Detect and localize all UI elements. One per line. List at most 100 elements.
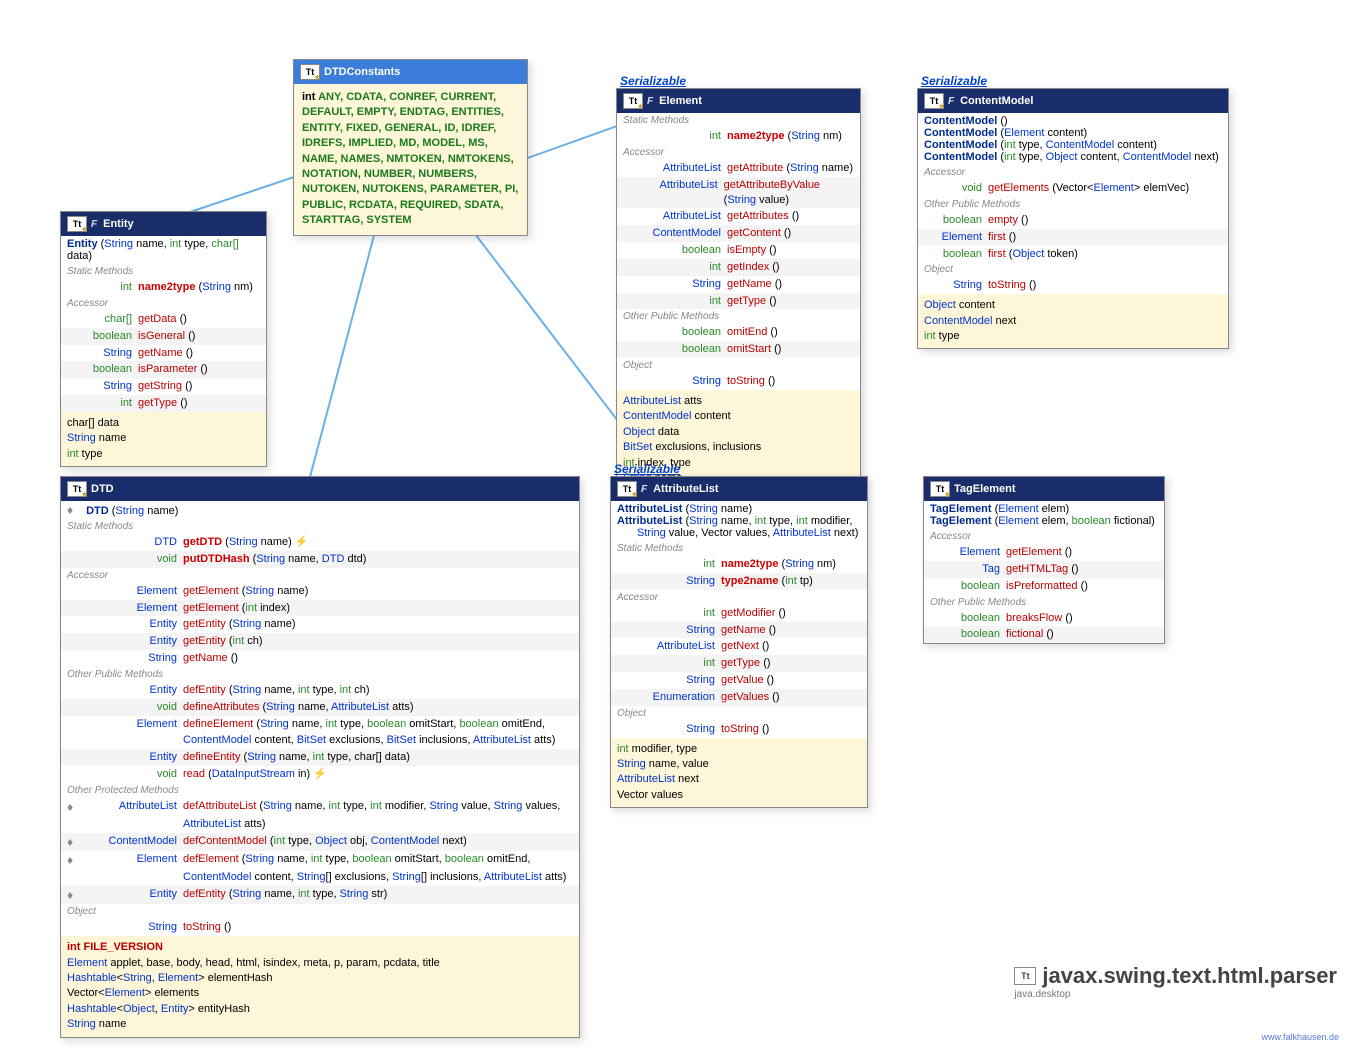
fields-block: int modifier, typeString name, valueAttr…	[611, 738, 867, 808]
serializable-label: Serializable	[620, 74, 686, 88]
method-row: intname2type (String nm)	[611, 556, 867, 573]
method-row: booleanisEmpty ()	[617, 242, 860, 259]
package-label: Tt javax.swing.text.html.parser java.des…	[1014, 963, 1337, 1000]
method-row: ContentModelgetContent ()	[617, 225, 860, 242]
field-row: AttributeList atts	[623, 394, 854, 409]
method-row: ElementgetElement (int index)	[61, 600, 579, 617]
method-row: voidgetElements (Vector<Element> elemVec…	[918, 180, 1228, 197]
class-title: ContentModel	[960, 95, 1033, 107]
fields-block: int FILE_VERSION Element applet, base, b…	[61, 936, 579, 1036]
type-icon: Tt	[617, 481, 637, 497]
method-row: booleanisParameter ()	[61, 361, 266, 378]
class-header: Tt F AttributeList	[611, 477, 867, 501]
constructor-row: Entity (String name, int type, char[] da…	[61, 236, 266, 264]
type-icon: Tt	[924, 93, 944, 109]
method-row: booleanisGeneral ()	[61, 328, 266, 345]
class-title: DTD	[91, 483, 114, 495]
field-row: AttributeList next	[617, 772, 861, 787]
constructors: TagElement (Element elem)TagElement (Ele…	[924, 501, 1164, 529]
constants-block: int ANY, CDATA, CONREF, CURRENT, DEFAULT…	[294, 84, 527, 235]
method-row: AttributeListgetAttributeByValue (String…	[617, 177, 860, 209]
method-row: char[]getData ()	[61, 311, 266, 328]
method-row: StringgetValue ()	[611, 672, 867, 689]
ctor-args: (String name)	[112, 505, 179, 517]
class-tagelement: Tt TagElement TagElement (Element elem)T…	[923, 476, 1165, 644]
method-row: intname2type (String nm)	[617, 128, 860, 145]
type-icon: Tt	[300, 64, 320, 80]
method-row: voidputDTDHash (String name, DTD dtd)	[61, 551, 579, 568]
field-row: Element applet, base, body, head, html, …	[67, 956, 573, 971]
final-glyph: F	[647, 96, 653, 107]
method-row: booleanempty ()	[918, 212, 1228, 229]
method-row: intname2type (String nm)	[61, 279, 266, 296]
method-row: Stringtype2name (int tp)	[611, 573, 867, 590]
method-row: StringgetName ()	[611, 622, 867, 639]
method-row: EnumerationgetValues ()	[611, 689, 867, 706]
method-row: EntitydefineEntity (String name, int typ…	[61, 749, 579, 766]
field-row: String name, value	[617, 757, 861, 772]
method-row-cont: ContentModel content, BitSet exclusions,…	[61, 732, 579, 749]
class-header: Tt F Entity	[61, 212, 266, 236]
method-row: ♦AttributeListdefAttributeList (String n…	[61, 798, 579, 816]
method-row: ElementdefineElement (String name, int t…	[61, 716, 579, 733]
method-row: booleanbreaksFlow ()	[924, 610, 1164, 627]
constructor-row: AttributeList (String name, int type, in…	[617, 515, 861, 527]
method-row: StringgetName ()	[61, 345, 266, 362]
field-row: Object data	[623, 425, 854, 440]
method-row: StringtoString ()	[918, 277, 1228, 294]
fields-block: Object contentContentModel nextint type	[918, 294, 1228, 348]
method-row: booleanfirst (Object token)	[918, 246, 1228, 263]
field-row: String name	[67, 431, 260, 446]
method-row: ElementgetElement (String name)	[61, 583, 579, 600]
method-row: intgetType ()	[611, 655, 867, 672]
class-title: AttributeList	[653, 483, 718, 495]
method-row: Elementfirst ()	[918, 229, 1228, 246]
class-contentmodel: Tt F ContentModel ContentModel ()Content…	[917, 88, 1229, 349]
field-row: Object content	[924, 298, 1222, 313]
method-row: voiddefineAttributes (String name, Attri…	[61, 699, 579, 716]
method-row: intgetIndex ()	[617, 259, 860, 276]
class-attributelist: Tt F AttributeList AttributeList (String…	[610, 476, 868, 808]
method-row: EntitygetEntity (int ch)	[61, 633, 579, 650]
class-dtdconstants: Tt DTDConstants int ANY, CDATA, CONREF, …	[293, 59, 528, 236]
method-row: ♦EntitydefEntity (String name, int type,…	[61, 886, 579, 904]
method-row: StringgetName ()	[617, 276, 860, 293]
method-row-cont: AttributeList atts)	[61, 816, 579, 833]
class-title: Entity	[103, 218, 134, 230]
method-row: intgetModifier ()	[611, 605, 867, 622]
field-row: Vector values	[617, 788, 861, 803]
constructor-row: ContentModel (int type, Object content, …	[924, 151, 1222, 163]
type-icon: Tt	[67, 481, 87, 497]
class-title: TagElement	[954, 483, 1016, 495]
constructor-row: ContentModel (Element content)	[924, 127, 1222, 139]
protected-icon: ♦	[67, 503, 83, 517]
method-row: intgetType ()	[617, 293, 860, 310]
final-glyph: F	[91, 219, 97, 230]
method-row: booleanomitStart ()	[617, 341, 860, 358]
field-row: int type	[924, 329, 1222, 344]
method-row: booleanisPreformatted ()	[924, 578, 1164, 595]
credit-link[interactable]: www.falkhausen.de	[1261, 1032, 1339, 1042]
method-row: DTDgetDTD (String name) ⚡	[61, 534, 579, 551]
method-row: EntitygetEntity (String name)	[61, 616, 579, 633]
field-row: int modifier, type	[617, 742, 861, 757]
constructor-row: TagElement (Element elem, boolean fictio…	[930, 515, 1158, 527]
constructors: AttributeList (String name)AttributeList…	[611, 501, 867, 541]
method-row: ♦ContentModeldefContentModel (int type, …	[61, 833, 579, 851]
constructor-row: AttributeList (String name)	[617, 503, 861, 515]
method-row: intgetType ()	[61, 395, 266, 412]
class-header: Tt F ContentModel	[918, 89, 1228, 113]
constructor-row: ContentModel (int type, ContentModel con…	[924, 139, 1222, 151]
field-row: BitSet exclusions, inclusions	[623, 440, 854, 455]
constructor-row: TagElement (Element elem)	[930, 503, 1158, 515]
field-row: Vector<Element> elements	[67, 986, 573, 1001]
method-row: AttributeListgetAttributes ()	[617, 208, 860, 225]
field-row: ContentModel next	[924, 314, 1222, 329]
method-row: EntitydefEntity (String name, int type, …	[61, 682, 579, 699]
method-row: ElementgetElement ()	[924, 544, 1164, 561]
package-icon: Tt	[1014, 967, 1036, 985]
field-row: int type	[67, 447, 260, 462]
constructor-row-cont: String value, Vector values, AttributeLi…	[617, 527, 861, 539]
method-row-cont: ContentModel content, String[] exclusion…	[61, 869, 579, 886]
type-icon: Tt	[623, 93, 643, 109]
